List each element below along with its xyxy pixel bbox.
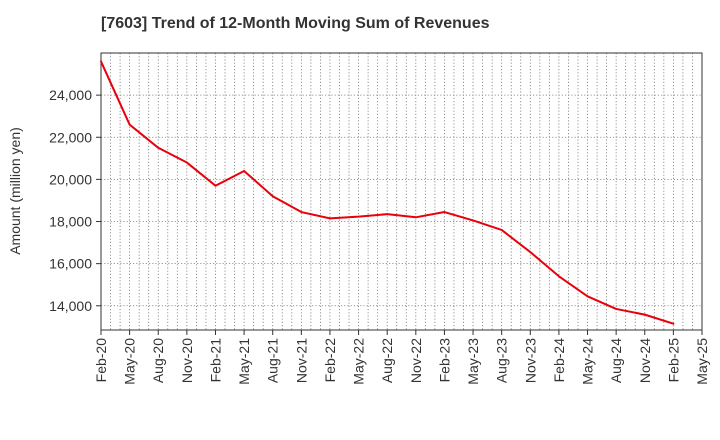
y-tick-label: 18,000 — [49, 214, 92, 230]
x-tick-label: Nov-23 — [522, 338, 538, 383]
y-tick-label: 14,000 — [49, 298, 92, 314]
x-tick-label: Aug-21 — [265, 338, 281, 383]
x-tick-label: Nov-24 — [637, 338, 653, 383]
x-tick-label: Nov-22 — [408, 338, 424, 383]
plot-frame — [100, 52, 703, 331]
x-tick-label: Nov-21 — [293, 338, 309, 383]
x-tick-label: May-21 — [236, 338, 252, 385]
plot-background — [101, 53, 702, 330]
x-tick-label: Aug-24 — [608, 338, 624, 383]
y-tick-label: 20,000 — [49, 171, 92, 187]
x-tick-label: Feb-23 — [436, 338, 452, 383]
grid-lines — [101, 53, 702, 330]
x-tick-label: Feb-24 — [551, 338, 567, 383]
x-tick-label: May-25 — [694, 338, 710, 385]
x-tick-label: Feb-21 — [207, 338, 223, 383]
x-tick-label: Aug-20 — [150, 338, 166, 383]
x-tick-label: May-20 — [122, 338, 138, 385]
x-tick-label: Feb-22 — [322, 338, 338, 383]
x-tick-label: Aug-23 — [494, 338, 510, 383]
x-tick-label: May-23 — [465, 338, 481, 385]
y-tick-label: 16,000 — [49, 256, 92, 272]
chart-title: [7603] Trend of 12-Month Moving Sum of R… — [101, 15, 490, 32]
x-tick-label: Aug-22 — [379, 338, 395, 383]
x-tick-label: May-24 — [580, 338, 596, 385]
x-tick-label: Feb-25 — [665, 338, 681, 383]
x-tick-label: Nov-20 — [179, 338, 195, 383]
y-tick-label: 22,000 — [49, 129, 92, 145]
x-tick-label: May-22 — [351, 338, 367, 385]
series-line — [100, 60, 675, 325]
x-tick-label: Feb-20 — [93, 338, 109, 383]
y-tick-label: 24,000 — [49, 87, 92, 103]
